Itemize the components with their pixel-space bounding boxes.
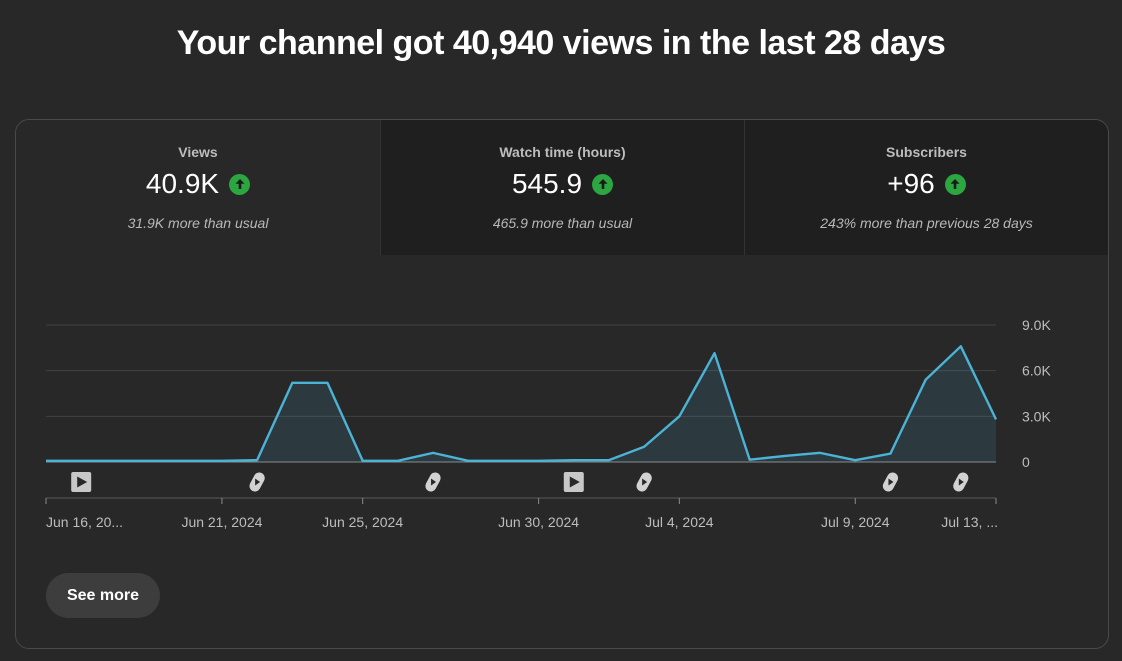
series-line [46, 345, 998, 462]
tab-label: Watch time (hours) [499, 144, 626, 160]
analytics-card: Views 40.9K 31.9K more than usual Watch … [15, 119, 1109, 649]
x-tick-label: Jul 4, 2024 [645, 514, 714, 530]
tab-value: +96 [887, 168, 935, 199]
y-tick-label: 6.0K [1022, 363, 1051, 379]
y-tick-label: 9.0K [1022, 317, 1051, 333]
x-tick-label: Jul 9, 2024 [821, 514, 890, 530]
shorts-icon[interactable] [635, 471, 654, 494]
shorts-icon[interactable] [248, 471, 267, 494]
x-tick-label: Jun 30, 2024 [498, 514, 579, 530]
tab-value: 545.9 [511, 168, 583, 199]
x-tick-label: Jun 25, 2024 [322, 514, 403, 530]
arrow-up-circle-icon [944, 173, 966, 195]
page-headline: Your channel got 40,940 views in the las… [176, 24, 946, 62]
video-play-icon[interactable] [71, 472, 92, 492]
y-tick-label: 0 [1022, 454, 1030, 470]
tab-value: 40.9K [145, 168, 220, 199]
tab-comparison-text: 243% more than previous 28 days [820, 215, 1033, 231]
tab-comparison-text: 465.9 more than usual [492, 215, 633, 231]
shorts-icon[interactable] [423, 471, 442, 494]
x-tick-label: Jun 16, 20... [46, 514, 123, 530]
series-area [46, 346, 996, 462]
shorts-icon[interactable] [881, 471, 900, 494]
x-tick-label: Jul 13, ... [941, 514, 998, 530]
metric-tabs: Views 40.9K 31.9K more than usual Watch … [16, 120, 1108, 255]
views-chart-svg: 0 3.0K 6.0K 9.0K Jun 16, 20... Jun 21, 2024 Ju… [45, 317, 1051, 530]
y-tick-label: 3.0K [1022, 408, 1051, 424]
tab-subscribers[interactable]: Subscribers +96 243% more than previous … [744, 120, 1108, 255]
tab-label: Views [178, 144, 218, 160]
tab-views[interactable]: Views 40.9K 31.9K more than usual [16, 120, 380, 255]
views-chart: 0 3.0K 6.0K 9.0K Jun 16, 20... Jun 21, 2024 Ju… [16, 255, 1108, 555]
x-tick-label: Jun 21, 2024 [181, 514, 262, 530]
video-play-icon[interactable] [563, 472, 584, 492]
see-more-button[interactable]: See more [46, 573, 160, 618]
arrow-up-circle-icon [592, 173, 614, 195]
tab-label: Subscribers [886, 144, 967, 160]
tab-watch-time[interactable]: Watch time (hours) 545.9 465.9 more than… [380, 120, 744, 255]
shorts-icon[interactable] [951, 471, 970, 494]
arrow-up-circle-icon [229, 173, 251, 195]
tab-comparison-text: 31.9K more than usual [127, 215, 269, 231]
